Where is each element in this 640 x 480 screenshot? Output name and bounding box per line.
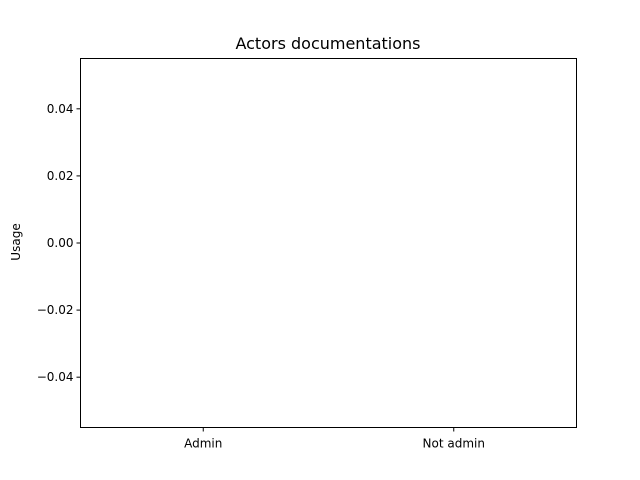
x-tick-label: Admin [184, 437, 222, 451]
chart-title: Actors documentations [235, 34, 420, 53]
x-axis: Admin Not admin [184, 427, 485, 451]
y-tick-label: 0.00 [47, 236, 74, 250]
y-tick-label: −0.02 [37, 303, 74, 317]
y-tick-label: 0.04 [47, 102, 74, 116]
y-axis: −0.04 −0.02 0.00 0.02 0.04 [37, 102, 81, 384]
y-axis-label: Usage [9, 223, 23, 260]
plot-frame [80, 58, 577, 428]
y-tick-label: 0.02 [47, 169, 74, 183]
y-tick-label: −0.04 [37, 370, 74, 384]
x-tick-label: Not admin [423, 437, 485, 451]
